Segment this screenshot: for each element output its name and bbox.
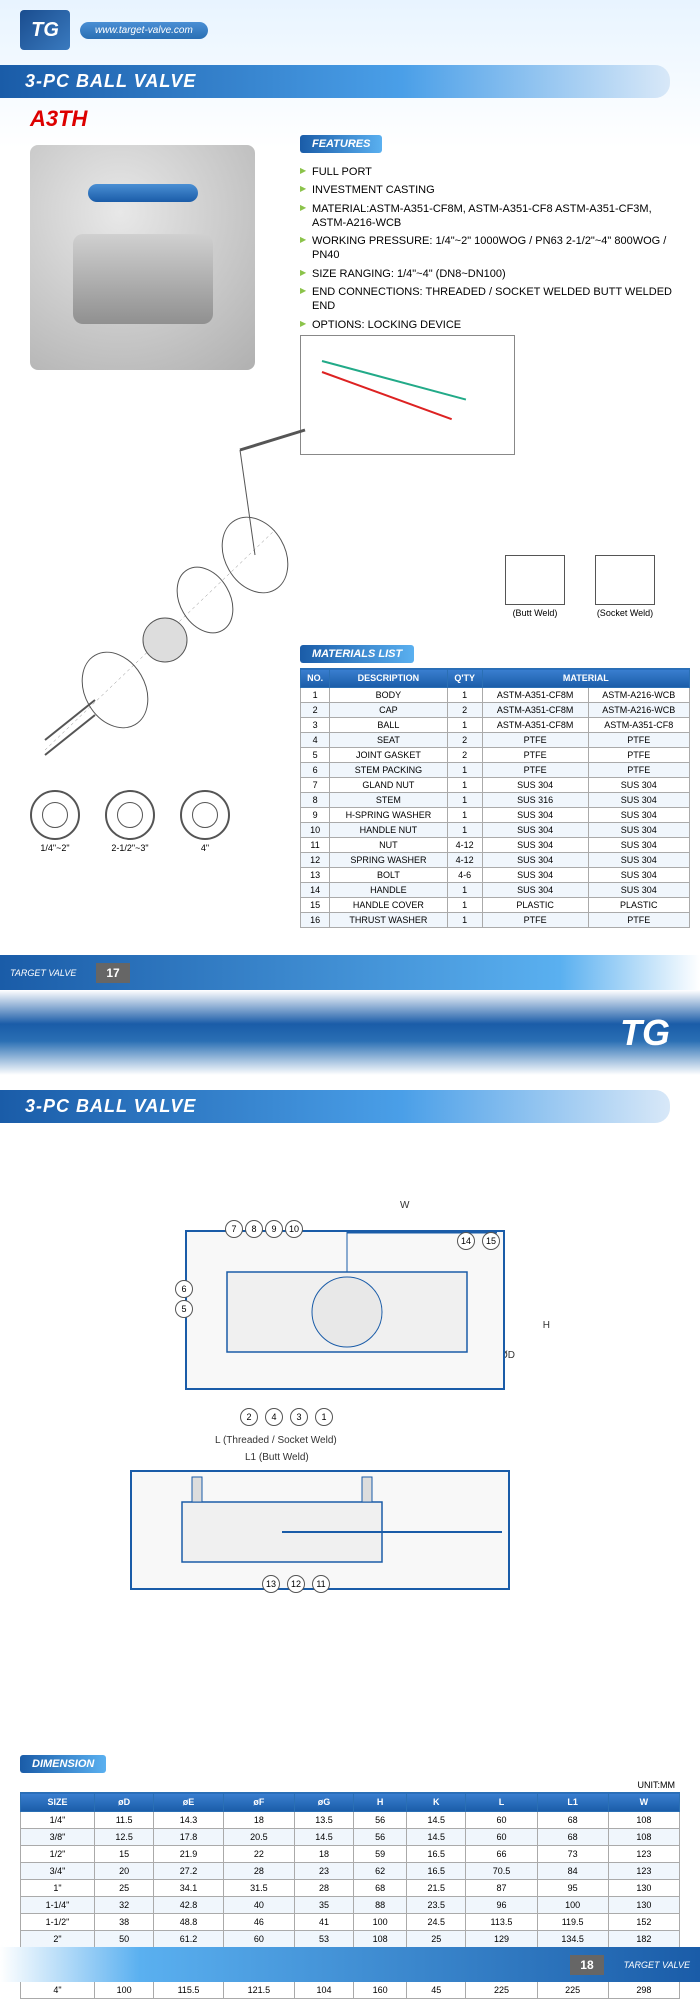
materials-label: MATERIALS LIST: [300, 645, 414, 663]
page2-title: 3-PC BALL VALVE: [0, 1090, 670, 1123]
feature-item: SIZE RANGING: 1/4"~4" (DN8~DN100): [300, 265, 680, 283]
table-row: 3/8"12.517.820.514.55614.56068108: [21, 1829, 680, 1846]
feature-item: INVESTMENT CASTING: [300, 181, 680, 199]
footer-bar: TARGET VALVE 17: [0, 955, 700, 990]
footer-brand-2: TARGET VALVE: [624, 1960, 690, 1970]
table-row: 6STEM PACKING1PTFEPTFE: [301, 763, 690, 778]
product-code: A3TH: [30, 106, 700, 132]
table-row: 1-1/4"3242.840358823.596100130: [21, 1897, 680, 1914]
table-row: 8STEM1SUS 316SUS 304: [301, 793, 690, 808]
features-list: FULL PORTINVESTMENT CASTINGMATERIAL:ASTM…: [300, 158, 680, 339]
table-row: 1-1/2"3848.8464110024.5113.5119.5152: [21, 1914, 680, 1931]
table-row: 5JOINT GASKET2PTFEPTFE: [301, 748, 690, 763]
table-row: 14HANDLE1SUS 304SUS 304: [301, 883, 690, 898]
feature-item: MATERIAL:ASTM-A351-CF8M, ASTM-A351-CF8 A…: [300, 200, 680, 233]
table-row: 1"2534.131.5286821.58795130: [21, 1880, 680, 1897]
feature-item: FULL PORT: [300, 163, 680, 181]
product-photo: [30, 145, 255, 370]
header: TG www.target-valve.com: [0, 0, 700, 60]
website-url: www.target-valve.com: [80, 22, 208, 39]
feature-item: END CONNECTIONS: THREADED / SOCKET WELDE…: [300, 283, 680, 316]
weld-drawings: (Butt Weld) (Socket Weld): [505, 555, 655, 618]
table-row: 4"100115.5121.510416045225225298: [21, 1982, 680, 1999]
unit-label: UNIT:MM: [25, 1780, 675, 1790]
footer-brand: TARGET VALVE: [10, 968, 76, 978]
table-row: 16THRUST WASHER1PTFEPTFE: [301, 913, 690, 928]
table-row: 1/4"11.514.31813.55614.56068108: [21, 1812, 680, 1829]
table-row: 2CAP2ASTM-A351-CF8MASTM-A216-WCB: [301, 703, 690, 718]
dimension-label: DIMENSION: [20, 1755, 106, 1773]
footer-bar-2: 18 TARGET VALVE: [0, 1947, 700, 1982]
logo: TG: [20, 10, 70, 50]
table-row: 4SEAT2PTFEPTFE: [301, 733, 690, 748]
side-view-drawing: 13 12 11: [130, 1470, 510, 1590]
table-row: 3/4"2027.228236216.570.584123: [21, 1863, 680, 1880]
table-row: 15HANDLE COVER1PLASTICPLASTIC: [301, 898, 690, 913]
page-2: TG 3-PC BALL VALVE W H ØD 7 8 9 10 14 15…: [0, 990, 700, 1982]
table-row: 12SPRING WASHER4-12SUS 304SUS 304: [301, 853, 690, 868]
materials-list-section: MATERIALS LIST NO.DESCRIPTIONQ'TYMATERIA…: [300, 640, 690, 928]
divider-logo: TG: [620, 1012, 670, 1054]
table-row: 11NUT4-12SUS 304SUS 304: [301, 838, 690, 853]
divider-band: TG: [0, 990, 700, 1075]
table-row: 2"5061.2605310825129134.5182: [21, 1931, 680, 1948]
flange-views: 1/4"~2" 2-1/2"~3" 4": [30, 790, 230, 853]
table-row: 1BODY1ASTM-A351-CF8MASTM-A216-WCB: [301, 688, 690, 703]
materials-table: NO.DESCRIPTIONQ'TYMATERIAL 1BODY1ASTM-A3…: [300, 668, 690, 928]
table-row: 1/2"1521.922185916.56673123: [21, 1846, 680, 1863]
feature-item: WORKING PRESSURE: 1/4"~2" 1000WOG / PN63…: [300, 232, 680, 265]
page-title: 3-PC BALL VALVE: [0, 65, 670, 98]
page-number: 17: [96, 963, 129, 983]
page-1: TG www.target-valve.com 3-PC BALL VALVE …: [0, 0, 700, 990]
table-row: 13BOLT4-6SUS 304SUS 304: [301, 868, 690, 883]
features-label: FEATURES: [300, 135, 382, 153]
table-row: 10HANDLE NUT1SUS 304SUS 304: [301, 823, 690, 838]
table-row: 3BALL1ASTM-A351-CF8MASTM-A351-CF8: [301, 718, 690, 733]
page-number-2: 18: [570, 1955, 603, 1975]
table-row: 7GLAND NUT1SUS 304SUS 304: [301, 778, 690, 793]
table-row: 9H-SPRING WASHER1SUS 304SUS 304: [301, 808, 690, 823]
